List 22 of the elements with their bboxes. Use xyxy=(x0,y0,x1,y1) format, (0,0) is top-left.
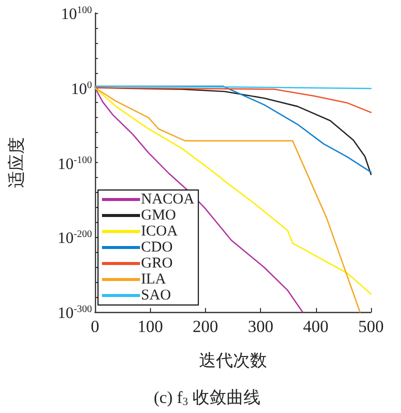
line-series xyxy=(94,87,304,313)
x-tick-label: 0 xyxy=(90,317,100,336)
y-tick-label: 10$^{0}$ xyxy=(71,80,92,98)
x-tick-label: 200 xyxy=(192,317,218,336)
y-tick-label: 10$^{-200}$ xyxy=(58,229,92,248)
legend-label: ILA xyxy=(141,272,166,288)
legend-label: SAO xyxy=(141,288,172,304)
line-series xyxy=(94,87,372,114)
x-tick-label: 300 xyxy=(248,317,274,336)
legend-label: NACOA xyxy=(141,192,194,208)
y-tick-label: 10$^{100}$ xyxy=(61,5,92,23)
legend-label: ICOA xyxy=(141,224,178,240)
legend-label: GMO xyxy=(141,208,176,224)
y-tick-label: 10$^{-300}$ xyxy=(58,304,92,322)
y-axis-title: 适应度 xyxy=(7,137,26,188)
x-tick-label: 400 xyxy=(303,317,329,336)
x-tick-label: 100 xyxy=(137,317,163,336)
x-axis-title: 迭代次数 xyxy=(199,351,267,370)
x-tick-label: 500 xyxy=(358,317,384,336)
y-tick-label: 10$^{-100}$ xyxy=(58,154,92,172)
legend-label: GRO xyxy=(141,256,173,272)
legend-label: CDO xyxy=(141,240,173,256)
